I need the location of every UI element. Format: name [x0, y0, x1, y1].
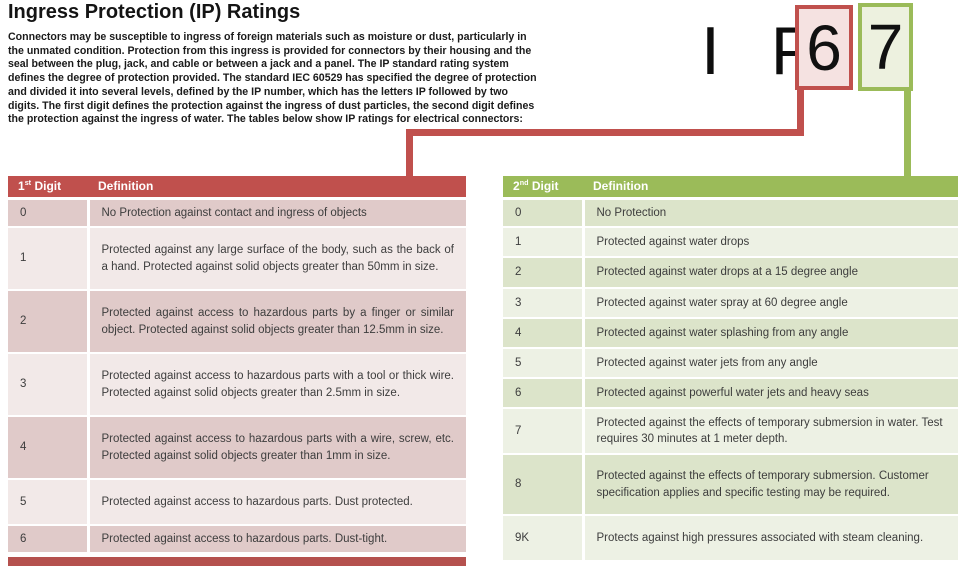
first-digit-table-cutoff-row	[8, 557, 466, 566]
definition-cell: Protected against the effects of tempora…	[583, 408, 958, 455]
digit-cell: 2	[8, 290, 90, 354]
digit-cell: 1	[503, 227, 585, 258]
table-row: 2 Protected against water drops at a 15 …	[503, 257, 958, 289]
table-row: 6 Protected against access to hazardous …	[8, 525, 466, 555]
first-digit-column-header: 1st Digit	[8, 176, 88, 200]
table-row: 3 Protected against water spray at 60 de…	[503, 288, 958, 319]
digit-cell: 3	[503, 288, 585, 319]
table-row: 2 Protected against access to hazardous …	[8, 290, 466, 354]
intro-paragraph: Connectors may be susceptible to ingress…	[8, 31, 537, 126]
digit-cell: 4	[8, 416, 90, 480]
table-row: 0 No Protection	[503, 198, 958, 228]
definition-cell: Protected against water drops at a 15 de…	[583, 257, 958, 289]
table-row: 6 Protected against powerful water jets …	[503, 378, 958, 409]
red-connector-vertical-lower	[406, 136, 413, 176]
digit-cell: 9K	[503, 515, 585, 562]
digit-cell: 5	[503, 348, 585, 379]
definition-column-header: Definition	[583, 176, 958, 200]
digit-cell: 7	[503, 408, 585, 455]
definition-cell: Protected against access to hazardous pa…	[88, 290, 466, 354]
definition-cell: Protected against water splashing from a…	[583, 318, 958, 349]
definition-cell: Protected against access to hazardous pa…	[88, 525, 466, 555]
definition-cell: Protects against high pressures associat…	[583, 515, 958, 562]
definition-cell: Protected against the effects of tempora…	[583, 454, 958, 516]
digit-cell: 0	[503, 198, 585, 228]
table-row: 8 Protected against the effects of tempo…	[503, 454, 958, 516]
table-header-row: 1st Digit Definition	[8, 176, 466, 200]
second-digit-value: 7	[867, 11, 904, 83]
table-row: 5 Protected against access to hazardous …	[8, 479, 466, 526]
table-row: 9K Protects against high pressures assoc…	[503, 515, 958, 562]
second-digit-box: 7	[858, 3, 913, 91]
digit-cell: 8	[503, 454, 585, 516]
first-digit-box: 6	[795, 5, 853, 90]
definition-cell: Protected against powerful water jets an…	[583, 378, 958, 409]
definition-cell: Protected against any large surface of t…	[88, 227, 466, 291]
digit-cell: 3	[8, 353, 90, 417]
digit-cell: 2	[503, 257, 585, 289]
table-row: 7 Protected against the effects of tempo…	[503, 408, 958, 455]
definition-cell: No Protection against contact and ingres…	[88, 198, 466, 228]
table-row: 4 Protected against access to hazardous …	[8, 416, 466, 480]
table-row: 3 Protected against access to hazardous …	[8, 353, 466, 417]
definition-cell: Protected against water drops	[583, 227, 958, 258]
second-digit-column-header: 2nd Digit	[503, 176, 583, 200]
table-row: 0 No Protection against contact and ingr…	[8, 198, 466, 228]
definition-cell: Protected against access to hazardous pa…	[88, 416, 466, 480]
definition-cell: Protected against water spray at 60 degr…	[583, 288, 958, 319]
table-row: 1 Protected against water drops	[503, 227, 958, 258]
digit-cell: 0	[8, 198, 90, 228]
digit-cell: 6	[8, 525, 90, 555]
red-connector-horizontal	[406, 129, 804, 136]
digit-cell: 4	[503, 318, 585, 349]
first-digit-value: 6	[806, 11, 842, 84]
table-row: 1 Protected against any large surface of…	[8, 227, 466, 291]
page-title: Ingress Protection (IP) Ratings	[8, 1, 301, 23]
table-row: 4 Protected against water splashing from…	[503, 318, 958, 349]
definition-cell: Protected against access to hazardous pa…	[88, 479, 466, 526]
digit-cell: 6	[503, 378, 585, 409]
definition-cell: Protected against water jets from any an…	[583, 348, 958, 379]
second-digit-table: 2nd Digit Definition 0 No Protection 1 P…	[503, 176, 958, 562]
digit-cell: 1	[8, 227, 90, 291]
red-connector-vertical-upper	[797, 89, 804, 134]
green-connector-vertical	[904, 90, 911, 176]
definition-cell: No Protection	[583, 198, 958, 228]
digit-cell: 5	[8, 479, 90, 526]
first-digit-table: 1st Digit Definition 0 No Protection aga…	[8, 176, 466, 555]
definition-column-header: Definition	[88, 176, 466, 200]
table-row: 5 Protected against water jets from any …	[503, 348, 958, 379]
table-header-row: 2nd Digit Definition	[503, 176, 958, 200]
definition-cell: Protected against access to hazardous pa…	[88, 353, 466, 417]
